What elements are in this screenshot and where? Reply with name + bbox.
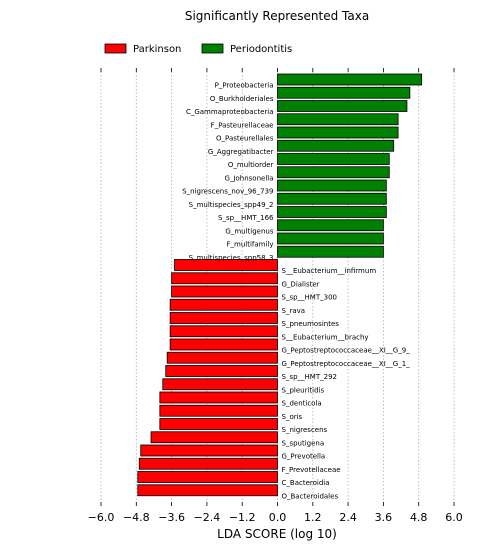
bar — [171, 272, 278, 285]
bar-label: S_sp__HMT_166 — [218, 214, 274, 222]
bar — [277, 113, 399, 126]
chart-title: Significantly Represented Taxa — [185, 9, 369, 23]
bar — [166, 351, 278, 364]
bar-label: G_Johnsonella — [225, 174, 274, 182]
bar — [150, 431, 278, 444]
bar-label: S__Eubacterium__brachy — [282, 333, 369, 341]
bar — [171, 285, 278, 298]
bar-label: S_sputigena — [282, 439, 325, 447]
bar — [277, 126, 399, 139]
x-tick-label: 1.2 — [304, 511, 322, 524]
bar-label: G_multigenus — [225, 227, 273, 235]
bar — [162, 378, 278, 391]
bar — [277, 100, 408, 112]
bar-label: F_Prevotellaceae — [282, 466, 341, 474]
bar — [277, 219, 384, 232]
x-tick-label: 0.0 — [269, 511, 287, 524]
bar-label: G_Dialister — [282, 280, 320, 288]
legend-swatch-periodontitis — [201, 43, 224, 54]
bar — [138, 457, 278, 470]
bar — [165, 365, 278, 377]
bar — [159, 391, 278, 404]
x-tick-label: 3.6 — [375, 511, 393, 524]
legend-label-parkinson: Parkinson — [133, 44, 181, 55]
bar-label: S_sp__HMT_300 — [282, 294, 337, 302]
bar — [169, 312, 278, 324]
bar-label: S_sp__HMT_292 — [282, 373, 337, 381]
bar-label: F_Pasteurellaceae — [211, 121, 274, 129]
x-tick-label: 2.4 — [339, 511, 357, 524]
bar — [159, 418, 278, 430]
bar — [169, 325, 278, 338]
bar-label: S_pleuritidis — [282, 386, 325, 394]
bar-label: S_pneumosintes — [282, 320, 340, 328]
legend: Parkinson Periodontitis — [104, 43, 292, 55]
legend-swatch-parkinson — [104, 43, 127, 54]
bar — [277, 206, 387, 218]
bar-label: C_Gammaproteobacteria — [186, 108, 274, 116]
x-tick-label: −3.6 — [158, 511, 185, 524]
bar-label: O_Pasteurellales — [216, 135, 274, 143]
bar-label: F_multifamily — [226, 241, 273, 249]
bar — [137, 484, 278, 497]
bar-label: G_Peptostreptococcaceae__XI__G_1_ — [282, 360, 411, 368]
bar-label: S__Eubacterium__infirmum — [282, 267, 377, 275]
bar — [159, 404, 278, 417]
bar-label: S_rava — [282, 307, 306, 315]
bar — [277, 139, 395, 152]
bar-label: S_multispecies_spp58_3 — [189, 254, 274, 262]
bar — [174, 259, 278, 271]
bar-label: S_denticola — [282, 400, 322, 408]
bars — [137, 73, 423, 497]
bar-label: S_oris — [282, 413, 303, 421]
bar-labels: P_Proteobacteria O_Burkholderiales C_Gamma… — [182, 82, 410, 501]
x-tick-label: −2.4 — [194, 511, 221, 524]
bar — [277, 153, 390, 165]
bar — [277, 179, 387, 192]
x-axis-ticks: −6.0 −4.8 −3.6 −2.4 −1.2 0.0 1.2 2.4 3.6 4.8 6.0 — [88, 68, 463, 524]
bar-label: P_Proteobacteria — [215, 82, 274, 90]
bar — [277, 86, 411, 99]
bar-label: S_nigrescens — [282, 426, 328, 434]
bar — [137, 471, 278, 483]
bar-label: C_Bacteroidia — [282, 479, 330, 487]
bar — [277, 73, 423, 86]
x-tick-label: −6.0 — [88, 511, 115, 524]
bar-label: O_Bacteroidales — [282, 492, 339, 500]
bar — [277, 232, 384, 245]
bar — [277, 166, 390, 179]
bar-label: O_Burkholderiales — [210, 95, 274, 103]
bar — [140, 444, 278, 457]
x-axis-label: LDA SCORE (log 10) — [217, 527, 337, 541]
bar-label: G_Prevotella — [282, 453, 326, 461]
x-tick-label: −4.8 — [123, 511, 150, 524]
bar-label: O_multiorder — [228, 161, 274, 169]
bar — [169, 298, 278, 311]
bar-label: G_Aggregatibacter — [208, 148, 274, 156]
bar-label: G_Peptostreptococcaceae__XI__G_9_ — [282, 347, 411, 355]
bar-label: S_nigrescens_nov_96_739 — [182, 188, 273, 196]
bar-label: S_multispecies_spp49_2 — [189, 201, 274, 209]
x-tick-label: 4.8 — [410, 511, 428, 524]
x-tick-label: 6.0 — [445, 511, 463, 524]
x-tick-label: −1.2 — [229, 511, 256, 524]
bar — [169, 338, 278, 351]
bar — [277, 192, 387, 205]
legend-label-periodontitis: Periodontitis — [230, 44, 292, 55]
bar — [277, 245, 384, 258]
